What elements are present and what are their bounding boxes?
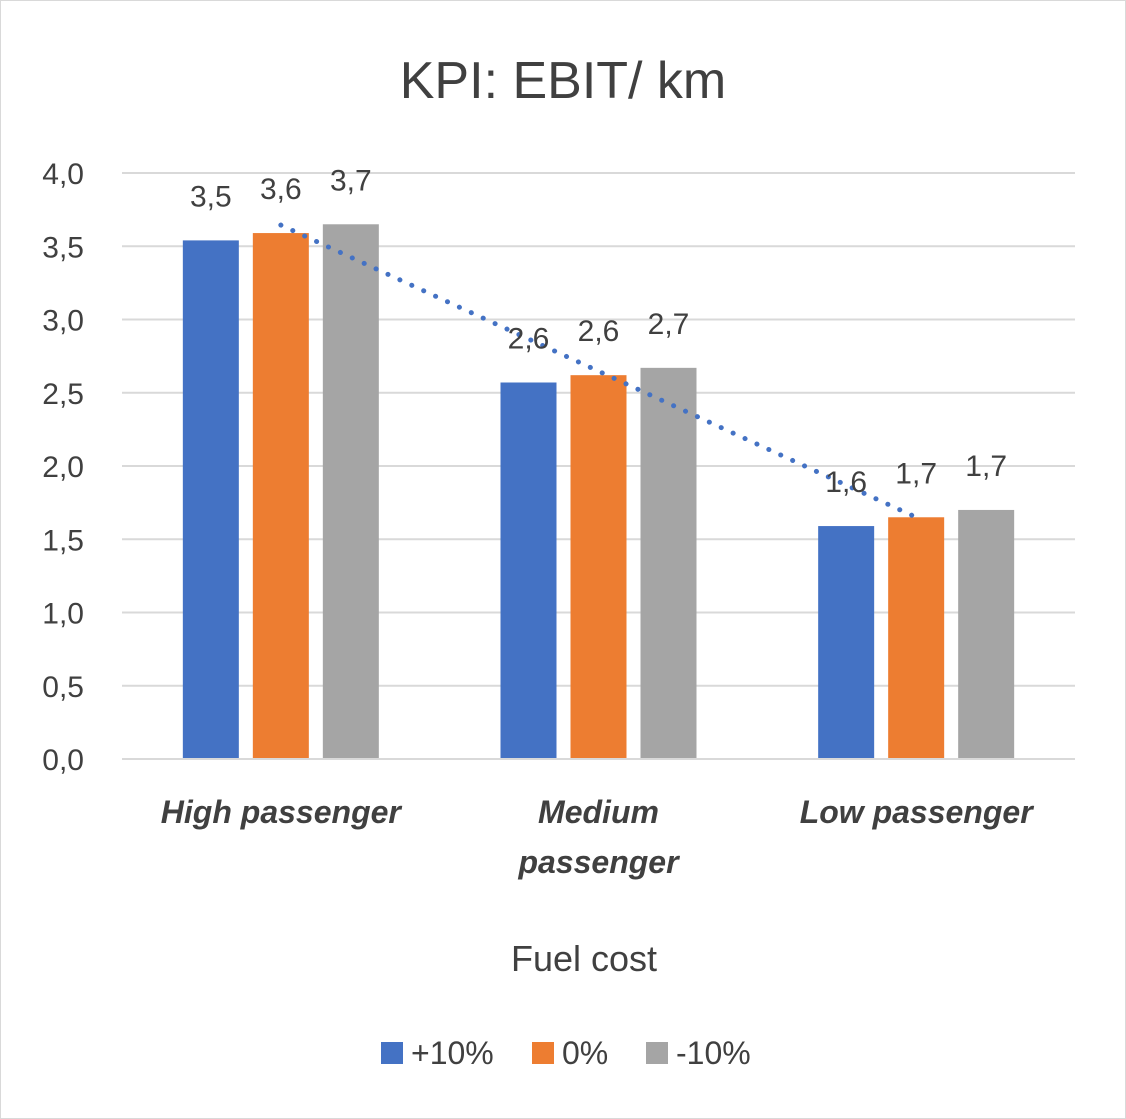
category-label-line: Medium bbox=[538, 794, 659, 830]
legend-swatch bbox=[381, 1042, 403, 1064]
category-label: High passenger bbox=[161, 794, 403, 830]
y-tick-label: 2,0 bbox=[42, 451, 84, 484]
data-label: 3,6 bbox=[260, 173, 302, 206]
y-tick-label: 4,0 bbox=[42, 158, 84, 191]
bar bbox=[500, 382, 557, 759]
category-label-line: High passenger bbox=[161, 794, 403, 830]
bar bbox=[888, 517, 945, 759]
bar bbox=[640, 367, 697, 759]
chart-title: KPI: EBIT/ km bbox=[400, 52, 727, 110]
data-label: 3,5 bbox=[190, 180, 232, 213]
bar bbox=[958, 509, 1015, 759]
legend-label: +10% bbox=[411, 1035, 494, 1071]
data-label: 2,6 bbox=[578, 315, 620, 348]
y-axis: 0,0 0,5 1,0 1,5 2,0 2,5 3,0 3,5 4,0 bbox=[42, 158, 84, 777]
legend-label: 0% bbox=[562, 1035, 608, 1071]
y-tick-label: 2,5 bbox=[42, 378, 84, 411]
data-label: 1,7 bbox=[965, 450, 1007, 483]
data-label: 2,6 bbox=[508, 322, 550, 355]
category-label-line: passenger bbox=[517, 844, 680, 880]
bars bbox=[182, 224, 1015, 759]
category-label-line: Low passenger bbox=[800, 794, 1035, 830]
data-label: 3,7 bbox=[330, 164, 372, 197]
data-labels: 3,5 2,6 1,6 3,6 2,6 1,7 3,7 2,7 1,7 bbox=[190, 164, 1007, 499]
legend-label: -10% bbox=[676, 1035, 751, 1071]
legend: +10% 0% -10% bbox=[381, 1035, 751, 1071]
y-tick-label: 1,5 bbox=[42, 524, 84, 557]
legend-swatch bbox=[646, 1042, 668, 1064]
bar bbox=[252, 233, 309, 759]
category-label: Medium passenger bbox=[517, 794, 680, 880]
x-axis: High passenger Medium passenger Low passeng… bbox=[122, 758, 1075, 880]
bar bbox=[818, 526, 875, 759]
bar bbox=[570, 375, 627, 759]
y-tick-label: 0,5 bbox=[42, 671, 84, 704]
data-label: 1,6 bbox=[825, 466, 867, 499]
category-label: Low passenger bbox=[800, 794, 1035, 830]
legend-swatch bbox=[532, 1042, 554, 1064]
y-tick-label: 3,0 bbox=[42, 305, 84, 338]
x-axis-title: Fuel cost bbox=[511, 938, 657, 979]
y-tick-label: 0,0 bbox=[42, 744, 84, 777]
bar bbox=[182, 240, 239, 759]
data-label: 2,7 bbox=[648, 308, 690, 341]
y-tick-label: 3,5 bbox=[42, 231, 84, 264]
data-label: 1,7 bbox=[895, 457, 937, 490]
y-tick-label: 1,0 bbox=[42, 598, 84, 631]
bar bbox=[322, 224, 379, 759]
